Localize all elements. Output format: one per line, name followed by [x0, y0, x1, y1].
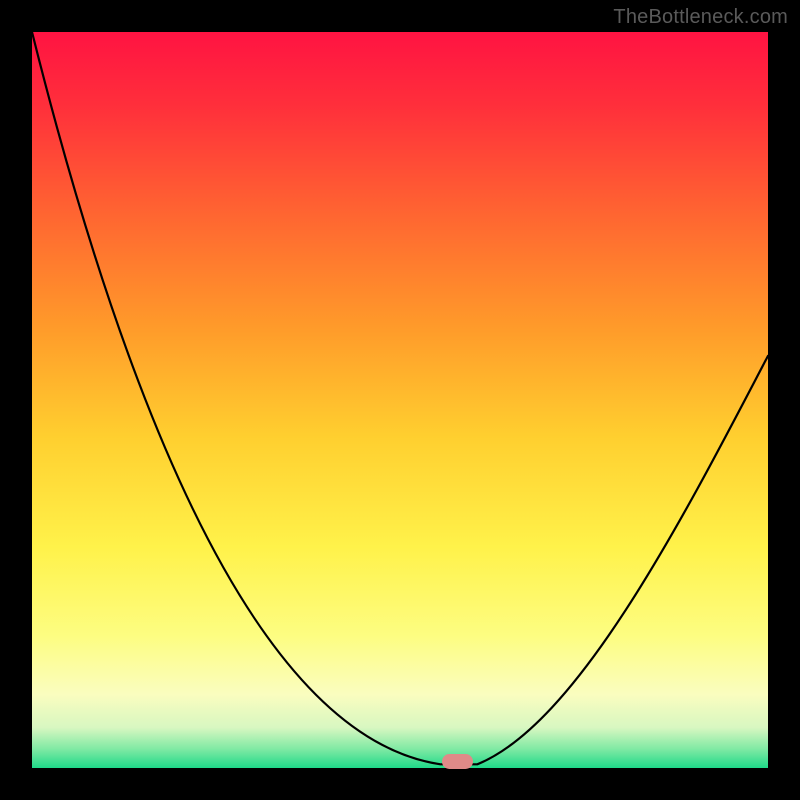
chart-container: TheBottleneck.com	[0, 0, 800, 800]
bottleneck-curve	[32, 32, 768, 768]
curve-path	[32, 32, 768, 764]
optimal-marker	[442, 754, 473, 769]
watermark-text: TheBottleneck.com	[613, 6, 788, 29]
plot-area	[32, 32, 768, 768]
